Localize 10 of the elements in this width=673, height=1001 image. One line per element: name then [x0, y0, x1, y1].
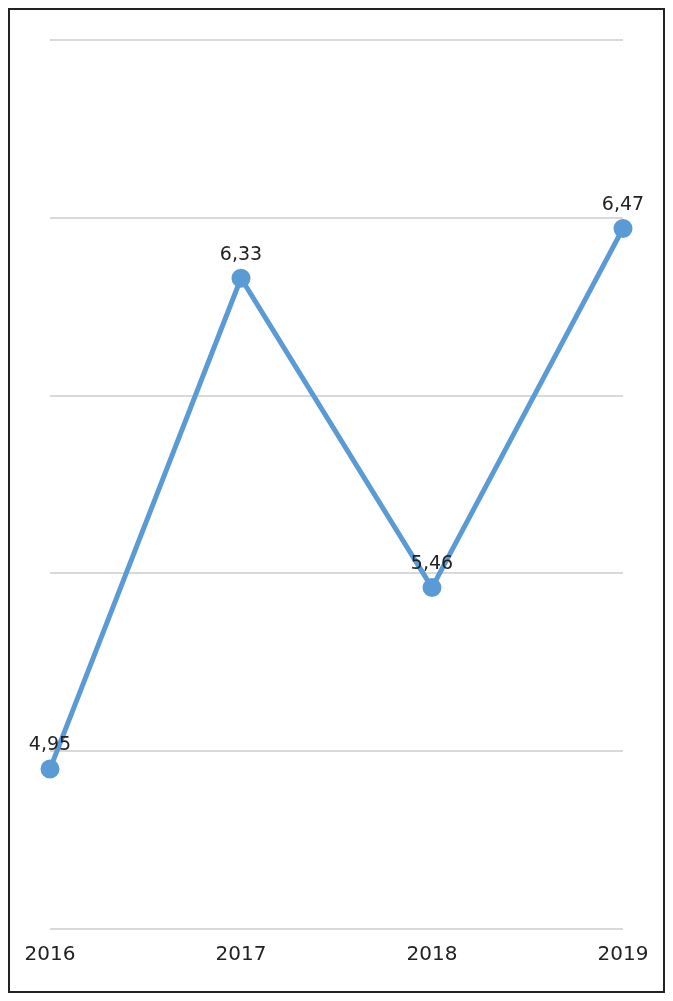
- point: [422, 578, 442, 598]
- x-tick-label: 2019: [597, 941, 649, 966]
- data-label: 6,47: [601, 191, 645, 214]
- x-tick-label: 2016: [24, 941, 76, 966]
- data-label: 6,33: [219, 241, 263, 264]
- point: [40, 759, 60, 779]
- point: [231, 268, 251, 288]
- x-tick-label: 2017: [215, 941, 267, 966]
- point: [613, 218, 633, 238]
- x-tick-label: 2018: [406, 941, 458, 966]
